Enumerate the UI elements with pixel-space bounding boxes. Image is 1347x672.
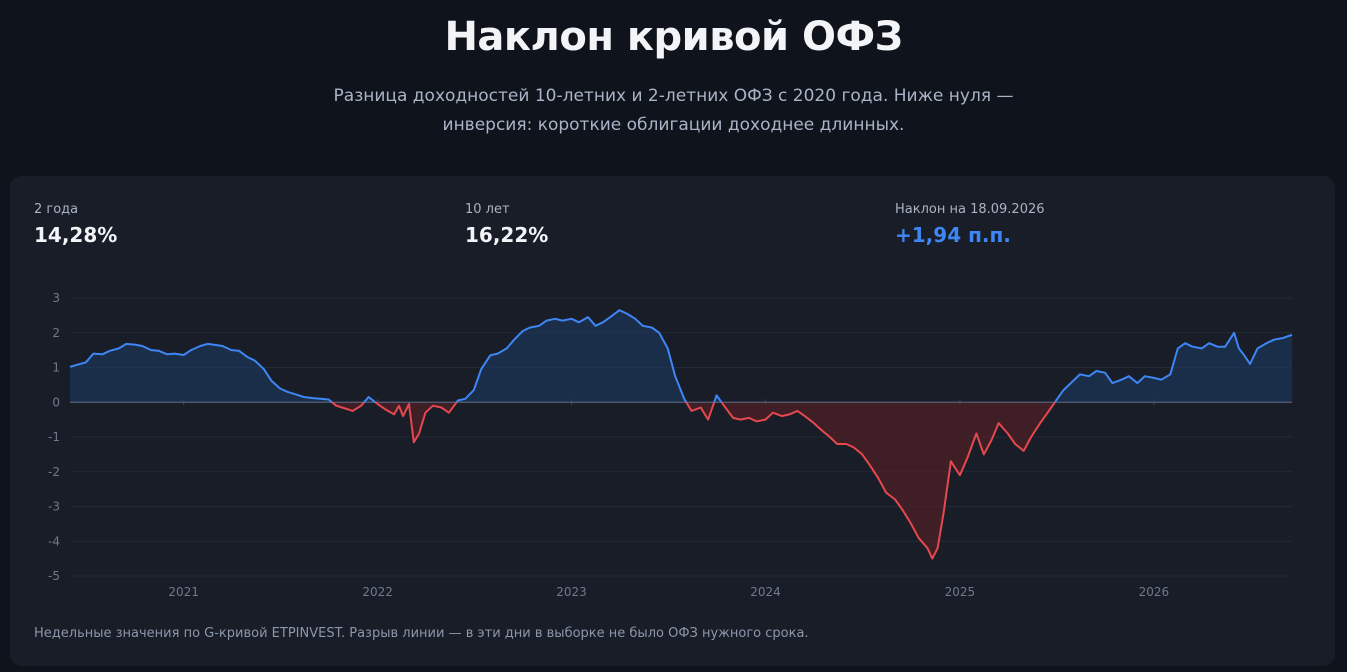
y-tick-label: -2: [48, 465, 60, 479]
y-tick-label: -1: [48, 430, 60, 444]
stat-10y-label: 10 лет: [465, 202, 510, 217]
inversion-area: [375, 402, 457, 443]
x-tick-label: 2024: [750, 585, 781, 599]
slope-line-positive: [455, 309, 688, 403]
footnote: Недельные значения по G-кривой ETPINVEST…: [34, 626, 809, 641]
stat-slope-label: Наклон на 18.09.2026: [895, 202, 1045, 217]
y-tick-label: -5: [48, 569, 60, 583]
x-tick-label: 2023: [556, 585, 587, 599]
stat-10y: 10 лет 16,22%: [465, 202, 548, 247]
y-tick-label: -3: [48, 500, 60, 514]
stat-10y-value: 16,22%: [465, 223, 549, 247]
slope-line-positive: [69, 342, 333, 404]
slope-line-positive: [1054, 331, 1293, 403]
slope-chart: 3 2 1 0 -1 -2 -3 -4 -5 2021 2022 2023 2024 2025 2026: [48, 291, 1293, 599]
stat-2y-label: 2 года: [34, 202, 79, 217]
slope-line-positive: [713, 394, 723, 403]
slope-line-positive: [363, 396, 377, 404]
x-tick-label: 2025: [945, 585, 976, 599]
positive-area: [1054, 332, 1292, 403]
slope-line-negative: [685, 401, 716, 421]
slope-line-negative: [720, 401, 1056, 560]
stat-slope: Наклон на 18.09.2026 +1,94 п.п.: [895, 202, 1045, 247]
stat-slope-value: +1,94 п.п.: [895, 223, 1011, 247]
stat-2y: 2 года 14,28%: [34, 202, 117, 247]
subtitle-line-2: инверсия: короткие облигации доходнее дл…: [442, 115, 905, 135]
y-tick-label: 2: [52, 326, 60, 340]
y-tick-label: 1: [52, 361, 60, 375]
slope-line-negative: [374, 401, 458, 444]
y-tick-label: 3: [52, 291, 60, 305]
inversion-area: [721, 402, 1055, 559]
page-title: Наклон кривой ОФЗ: [444, 14, 903, 60]
chart-card: 2 года 14,28% 10 лет 16,22% Наклон на 18…: [10, 176, 1335, 666]
y-tick-label: 0: [52, 395, 60, 409]
positive-area: [456, 310, 687, 403]
x-tick-label: 2022: [362, 585, 393, 599]
subtitle-line-1: Разница доходностей 10-летних и 2-летних…: [333, 86, 1014, 106]
inversion-area: [686, 402, 715, 420]
positive-area: [70, 343, 333, 403]
x-tick-label: 2026: [1139, 585, 1170, 599]
stat-2y-value: 14,28%: [34, 223, 118, 247]
slope-line-negative: [331, 401, 365, 412]
x-tick-label: 2021: [168, 585, 199, 599]
page-subtitle: Разница доходностей 10-летних и 2-летних…: [0, 82, 1347, 140]
y-tick-label: -4: [48, 534, 60, 548]
